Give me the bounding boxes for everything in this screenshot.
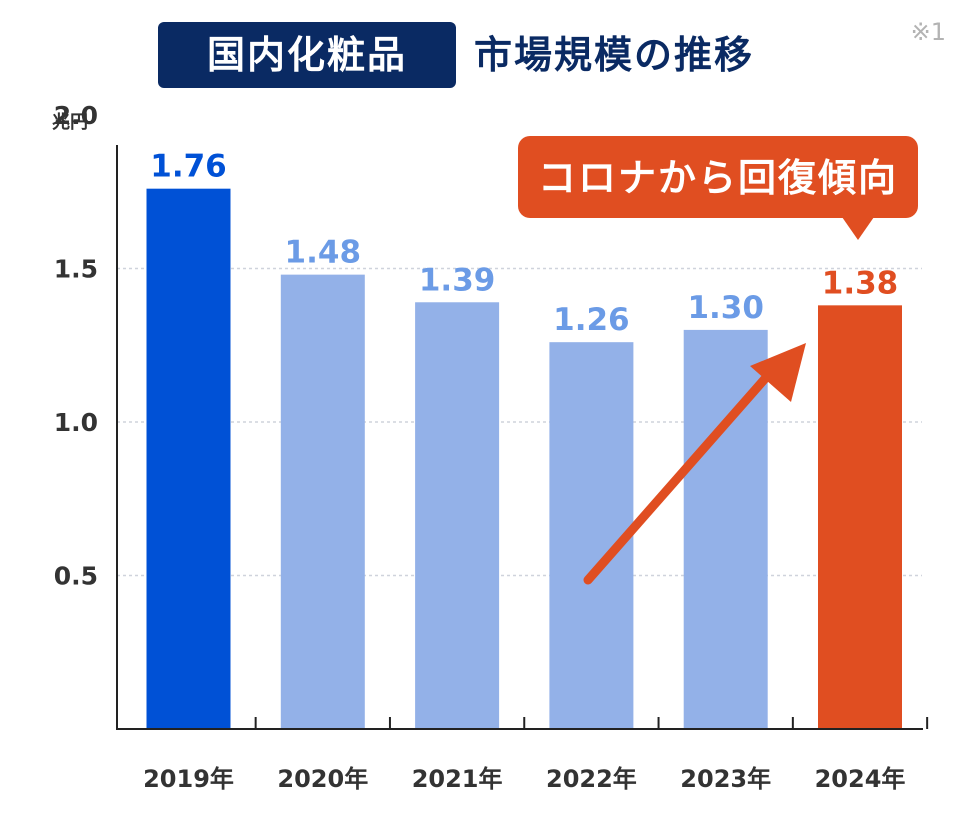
y-tick-label: 1.0 (54, 408, 98, 437)
y-axis-unit-label: 兆円 (52, 112, 88, 133)
gridlines (117, 267, 922, 577)
data-label: 1.38 (822, 265, 899, 301)
x-tick-label: 2023年 (680, 765, 771, 793)
bar (415, 302, 500, 729)
x-tick-label: 2021年 (412, 765, 503, 793)
bars (146, 188, 902, 729)
bar (549, 342, 634, 729)
y-tick-label: 2.0 (54, 101, 98, 130)
data-label: 1.26 (553, 302, 630, 338)
x-tick-label: 2019年 (143, 765, 234, 793)
data-label: 1.39 (419, 262, 496, 298)
chart-title: 国内化粧品 市場規模の推移 (0, 22, 976, 92)
bar (818, 305, 902, 729)
data-labels: 1.76 1.48 1.39 1.26 1.30 1.38 (150, 149, 898, 339)
bar (146, 188, 231, 729)
axes: 0.5 1.0 1.5 2.0 2019年 2020年 2021年 2022年 2023年 202… (54, 101, 929, 793)
title-highlight-text: 国内化粧品 (206, 33, 407, 77)
data-label: 1.30 (687, 290, 764, 326)
title-highlight-box: 国内化粧品 (158, 22, 456, 88)
footnote-marker: ※1 (910, 18, 946, 46)
x-tick-label: 2024年 (815, 765, 906, 793)
callout-text: コロナから回復傾向 (538, 156, 898, 200)
x-tick-label: 2022年 (546, 765, 637, 793)
bar (280, 274, 365, 729)
data-label: 1.76 (150, 149, 227, 185)
trend-arrow-head (750, 343, 806, 402)
trend-arrow-shaft (583, 368, 775, 585)
annotation: コロナから回復傾向 (518, 136, 918, 585)
callout-bubble (518, 136, 918, 218)
x-tick-label: 2020年 (277, 765, 368, 793)
title-rest-text: 市場規模の推移 (474, 33, 755, 77)
y-tick-label: 0.5 (54, 562, 98, 591)
y-tick-label: 1.5 (54, 255, 98, 284)
data-label: 1.48 (285, 235, 362, 271)
callout-pointer (842, 217, 874, 240)
